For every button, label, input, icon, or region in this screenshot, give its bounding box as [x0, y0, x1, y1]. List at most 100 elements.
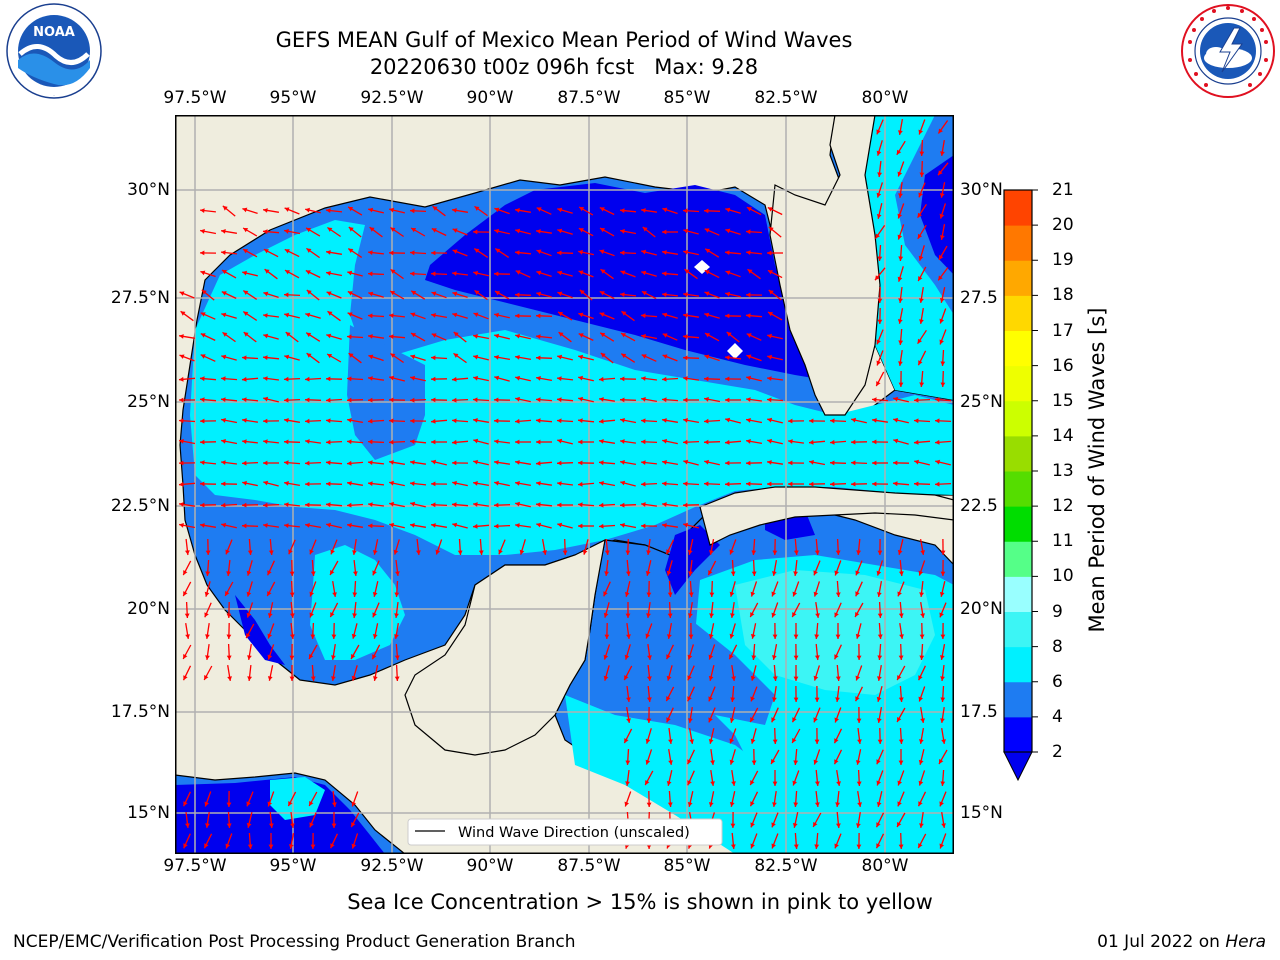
wind-arrow-head	[689, 739, 694, 744]
wind-arrow-head	[179, 418, 184, 424]
wind-arrow-head	[792, 717, 797, 723]
wind-arrow-head	[729, 718, 735, 723]
wind-arrow-head	[940, 676, 945, 681]
wind-arrow-head	[389, 207, 395, 213]
wind-arrow-head	[704, 312, 710, 318]
wind-arrow-head	[920, 550, 925, 555]
wind-arrow-head	[515, 439, 520, 445]
wind-arrow-head	[368, 397, 373, 403]
wind-arrow-head	[410, 312, 416, 318]
band-4-6	[190, 220, 954, 555]
wind-arrow-head	[877, 718, 882, 723]
wind-arrow-head	[183, 801, 188, 807]
lon-tick-top: 92.5°W	[360, 88, 424, 108]
wind-arrow-head	[599, 460, 604, 466]
wind-arrow-head	[914, 459, 919, 465]
map-legend: Wind Wave Direction (unscaled)	[407, 818, 723, 846]
wind-arrow-head	[750, 717, 755, 723]
wind-arrow-head	[918, 360, 923, 366]
wind-arrow-head	[938, 170, 943, 176]
wind-arrow-head	[710, 781, 715, 786]
wind-arrow-head	[284, 376, 289, 382]
wind-arrow-head	[767, 481, 772, 487]
wind-arrow-head	[939, 759, 944, 764]
wind-arrow-head	[708, 634, 714, 639]
wind-arrow-head	[876, 843, 881, 849]
wind-arrow-head	[814, 844, 820, 849]
wind-arrow-head	[368, 460, 373, 465]
wind-arrow-head	[687, 550, 693, 555]
wind-arrow-head	[263, 249, 269, 254]
wind-arrow-head	[725, 313, 730, 319]
wind-arrow-head	[263, 418, 268, 424]
wind-arrow-head	[662, 418, 667, 423]
band-lt2-pacific	[175, 777, 385, 854]
wind-arrow-head	[813, 822, 818, 827]
colorbar-segment	[1004, 295, 1032, 331]
wind-arrow-head	[599, 418, 604, 424]
lat-tick-right: 25°N	[960, 392, 1003, 412]
wind-arrow-head	[898, 655, 904, 660]
wind-arrow-head	[221, 460, 226, 465]
wind-arrow-head	[515, 333, 520, 339]
wind-arrow-head	[263, 376, 268, 381]
wind-arrow-head	[793, 655, 799, 660]
wind-arrow-head	[725, 291, 730, 297]
wind-arrow-head	[919, 823, 924, 828]
wind-arrow-head	[872, 460, 877, 466]
wind-arrow-head	[473, 418, 478, 423]
wind-arrow-head	[599, 207, 605, 212]
wind-arrow-head	[473, 354, 479, 360]
wind-arrow-head	[330, 843, 335, 849]
wind-arrow-head	[688, 718, 693, 723]
wind-arrow-head	[940, 571, 946, 576]
wind-arrow-head	[772, 655, 777, 660]
wind-arrow-head	[621, 311, 627, 316]
wind-arrow-head	[310, 571, 316, 576]
footer-credit: NCEP/EMC/Verification Post Processing Pr…	[13, 932, 576, 952]
wind-arrow-head	[200, 523, 205, 528]
wind-arrow-head	[746, 460, 751, 466]
wind-arrow-head	[557, 270, 563, 276]
wind-arrow-head	[725, 250, 730, 255]
wind-arrow-head	[221, 250, 226, 255]
wind-arrow-head	[306, 248, 312, 253]
wind-arrow-head	[709, 613, 714, 618]
wind-arrow-head	[662, 312, 668, 318]
wind-arrow-head	[641, 481, 646, 487]
wind-arrow-head	[536, 270, 542, 276]
colorbar-segment	[1004, 225, 1032, 261]
wind-arrow-head	[914, 418, 919, 424]
wind-arrow-head	[179, 291, 185, 296]
wind-arrow-head	[624, 592, 630, 597]
wind-arrow-head	[729, 759, 735, 765]
cuba	[699, 486, 954, 546]
wind-arrow-head	[290, 634, 295, 639]
wind-arrow-head	[578, 249, 583, 255]
wind-arrow-head	[242, 376, 247, 382]
wind-arrow-head	[557, 376, 562, 381]
wind-arrow-head	[603, 591, 608, 597]
wind-arrow-head	[835, 676, 841, 681]
wind-arrow-head	[788, 418, 793, 424]
wind-arrow-head	[940, 382, 946, 387]
wind-arrow-head	[662, 271, 667, 277]
wind-arrow-head	[731, 676, 736, 681]
wind-arrow-head	[431, 397, 436, 403]
wind-arrow-head	[268, 550, 274, 555]
wind-arrow-head	[347, 291, 353, 296]
wind-arrow-head	[898, 298, 903, 303]
wind-arrow-head	[729, 633, 735, 639]
wind-arrow-head	[473, 229, 478, 235]
wind-arrow-head	[242, 480, 247, 486]
lon-tick-bottom: 82.5°W	[754, 856, 818, 876]
wind-arrow-head	[473, 459, 478, 465]
wind-arrow-head	[267, 801, 272, 807]
wind-arrow-head	[351, 654, 356, 659]
wind-arrow-head	[348, 353, 354, 358]
wind-arrow-head	[247, 676, 252, 681]
wind-arrow-head	[368, 502, 373, 507]
wind-arrow-head	[687, 780, 692, 786]
wind-arrow-head	[938, 275, 943, 281]
wind-arrow-head	[200, 502, 205, 508]
